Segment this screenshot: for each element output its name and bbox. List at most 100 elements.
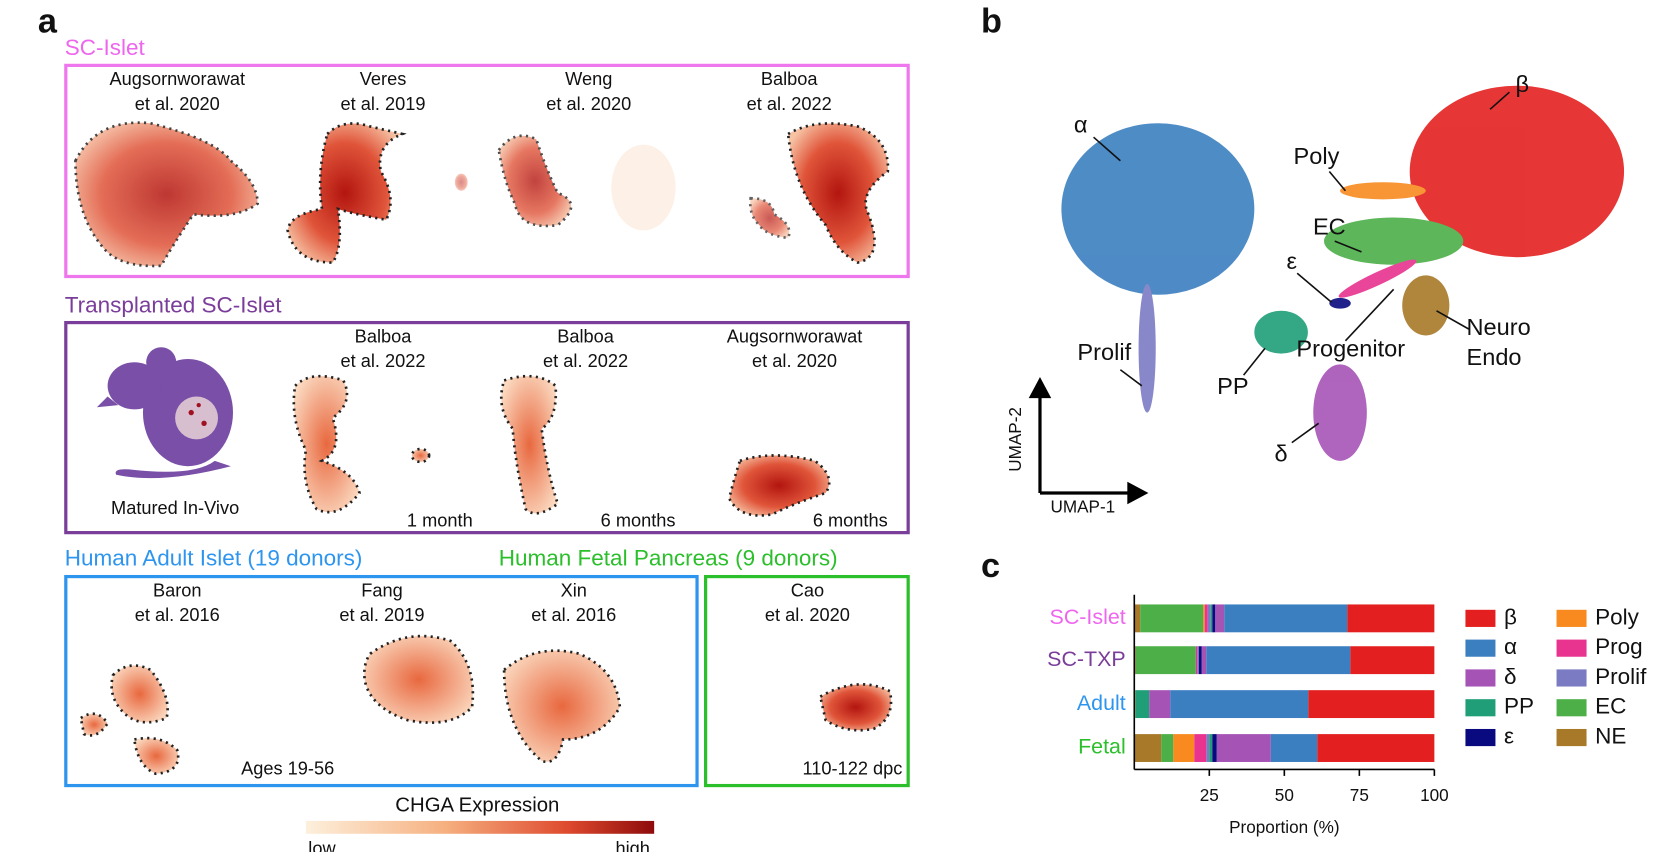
cluster-label: β — [1515, 71, 1529, 97]
chart: SC-Islet SC-TXP Adult Fetal 25 50 75 100 Proport… — [1047, 594, 1647, 837]
dataset-citation: et al. 2020 — [546, 94, 631, 114]
panel-label: a — [38, 3, 58, 41]
colorbar-title: CHGA Expression — [395, 794, 559, 816]
dataset-citation: et al. 2022 — [543, 351, 628, 371]
legend-swatch — [1556, 728, 1587, 747]
legend-label: EC — [1595, 694, 1626, 719]
cluster-label: PP — [1217, 373, 1248, 399]
label-lines — [1093, 91, 1510, 444]
cluster-label: Prolif — [1077, 339, 1131, 365]
bar-segment — [1270, 734, 1318, 762]
bar-segment — [1206, 646, 1351, 675]
legend-label: Poly — [1595, 604, 1640, 629]
dataset-author: Balboa — [761, 69, 819, 89]
legend-swatch — [1556, 699, 1587, 717]
legend-swatch — [1556, 639, 1587, 657]
dataset-duration: 6 months — [601, 511, 676, 531]
bar-segment — [1135, 646, 1196, 675]
section-box — [64, 574, 699, 788]
legend-swatch — [1556, 609, 1587, 627]
bar-segment — [1134, 604, 1141, 633]
cluster-label: ε — [1287, 248, 1298, 274]
bar-segment — [1347, 604, 1435, 633]
dataset-citation: et al. 2019 — [339, 605, 424, 625]
legend-label: NE — [1595, 723, 1626, 748]
category-label: Adult — [1077, 691, 1126, 715]
legend-swatch — [1465, 609, 1496, 627]
bar-segment — [1203, 604, 1205, 633]
section-title: Human Fetal Pancreas (9 donors) — [499, 545, 838, 570]
dataset-citation: et al. 2019 — [341, 94, 426, 114]
bar-segment — [1198, 646, 1202, 675]
colorbar-high: high — [616, 839, 650, 852]
bar-segment — [1224, 604, 1348, 633]
dataset-duration: 1 month — [407, 511, 473, 531]
dataset-author: Fang — [361, 580, 403, 600]
dataset-author: Cao — [791, 580, 824, 600]
x-tick-label: 75 — [1350, 785, 1369, 805]
mouse-icon — [96, 347, 233, 479]
cluster-label: δ — [1275, 441, 1288, 467]
category-label: SC-TXP — [1047, 647, 1126, 671]
bar-segment — [1161, 734, 1174, 762]
dataset-author: Balboa — [557, 326, 615, 346]
x-tick-label: 100 — [1420, 785, 1449, 805]
bar-segment — [1350, 646, 1435, 675]
bar-segment — [1212, 734, 1217, 762]
legend-label: α — [1504, 634, 1517, 659]
umap-plots — [74, 121, 890, 268]
x-tick-label: 50 — [1275, 785, 1294, 805]
bar-segment — [1134, 734, 1162, 762]
legend-swatch — [1556, 669, 1587, 687]
legend-label: Prog — [1595, 634, 1643, 659]
section-box — [64, 320, 910, 535]
dataset-citation: et al. 2022 — [341, 351, 426, 371]
legend-label: ε — [1504, 723, 1514, 748]
legend-swatch — [1465, 669, 1496, 687]
cluster-label: Poly — [1294, 143, 1340, 169]
cluster-label: Endo — [1467, 344, 1522, 370]
bar-segment — [1206, 734, 1210, 762]
bar-segment — [1170, 690, 1309, 719]
colorbar-low: low — [308, 839, 336, 852]
category-label: Fetal — [1078, 735, 1126, 759]
section-note: Ages 19-56 — [241, 758, 334, 778]
bar-segment — [1197, 646, 1199, 675]
dataset-author: Baron — [153, 580, 202, 600]
dataset-citation: et al. 2016 — [135, 605, 220, 625]
axis-label: UMAP-2 — [1005, 407, 1025, 472]
dataset-duration: 6 months — [813, 511, 888, 531]
bar-segment — [1317, 734, 1435, 762]
bar-segment — [1209, 734, 1213, 762]
section-note: Matured In-Vivo — [111, 498, 239, 518]
colorbar — [305, 820, 655, 834]
dataset-citation: et al. 2020 — [135, 94, 220, 114]
dataset-citation: et al. 2022 — [747, 94, 832, 114]
cluster-label: Progenitor — [1296, 336, 1405, 362]
bar-segment — [1194, 734, 1207, 762]
section-box — [704, 574, 910, 788]
dataset-citation: et al. 2020 — [765, 605, 850, 625]
bar-segment — [1173, 734, 1195, 762]
legend-label: δ — [1504, 664, 1517, 689]
umap-plots — [292, 374, 831, 517]
cluster-label: EC — [1313, 213, 1346, 239]
section-note: 110-122 dpc — [803, 758, 903, 778]
bar-segment — [1135, 690, 1150, 719]
umap-clusters — [1061, 85, 1625, 461]
bar-segment — [1140, 604, 1204, 633]
bar-segment — [1195, 646, 1198, 675]
dataset-author: Augsornworawat — [109, 69, 245, 89]
dataset-citation: et al. 2020 — [752, 351, 837, 371]
x-axis-label: Proportion (%) — [1229, 817, 1339, 837]
section-title: Human Adult Islet (19 donors) — [65, 545, 363, 570]
dataset-author: Xin — [561, 580, 587, 600]
legend-swatch — [1465, 639, 1496, 657]
bar-segment — [1149, 690, 1171, 719]
bar-segment — [1216, 734, 1271, 762]
legend-label: PP — [1504, 694, 1534, 719]
dataset-author: Veres — [360, 69, 407, 89]
legend-label: Prolif — [1595, 664, 1647, 689]
dataset-author: Augsornworawat — [727, 326, 863, 346]
